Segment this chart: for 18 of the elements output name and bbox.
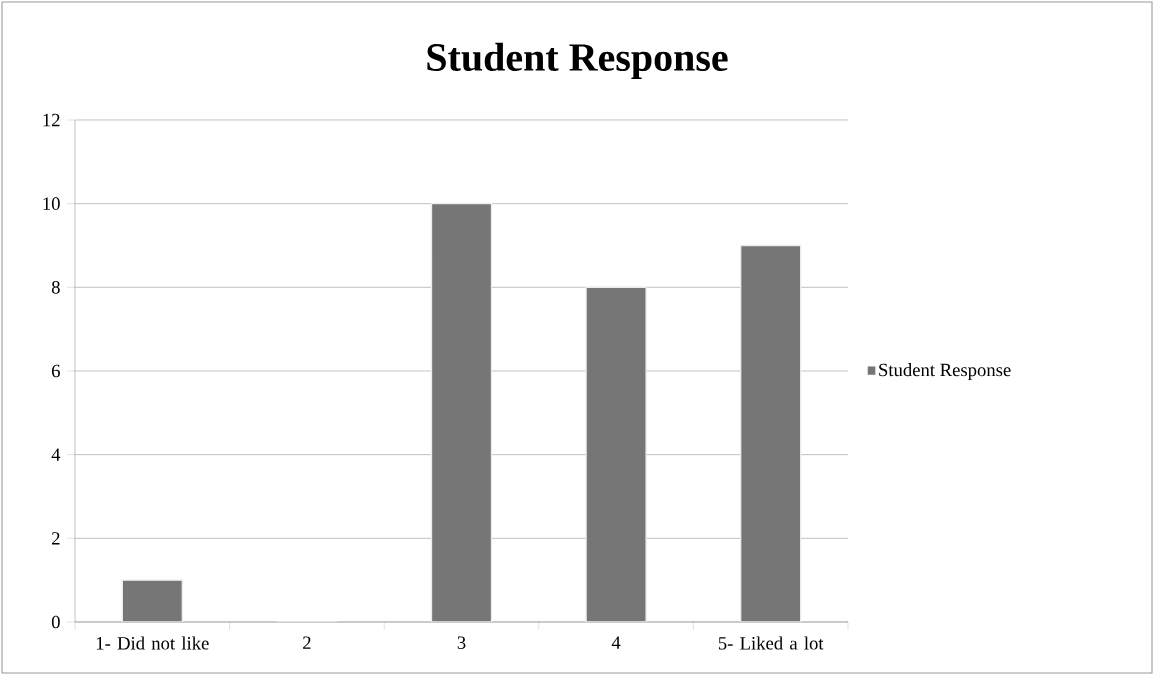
bar: [585, 286, 647, 622]
bar: [121, 579, 183, 622]
y-tick-label: 0: [51, 615, 60, 629]
y-tick-label: 8: [51, 281, 60, 294]
x-tick-label: 4: [611, 636, 621, 649]
x-tick-label: 2: [303, 636, 311, 649]
y-tick-label: 4: [51, 448, 61, 461]
bar: [430, 202, 493, 622]
bar: [740, 244, 802, 622]
y-tick-label: 12: [43, 113, 60, 127]
y-tick-label: 6: [51, 364, 60, 378]
x-tick-label: 5- Liked a lot: [718, 636, 824, 650]
y-tick-label: 2: [52, 532, 60, 545]
x-tick-label: 1- Did not like: [96, 636, 209, 650]
legend-label: Student Response: [879, 363, 1011, 381]
y-tick-label: 10: [43, 197, 60, 210]
x-tick-label: 3: [457, 636, 466, 650]
chart-title: Student Response: [427, 42, 728, 80]
